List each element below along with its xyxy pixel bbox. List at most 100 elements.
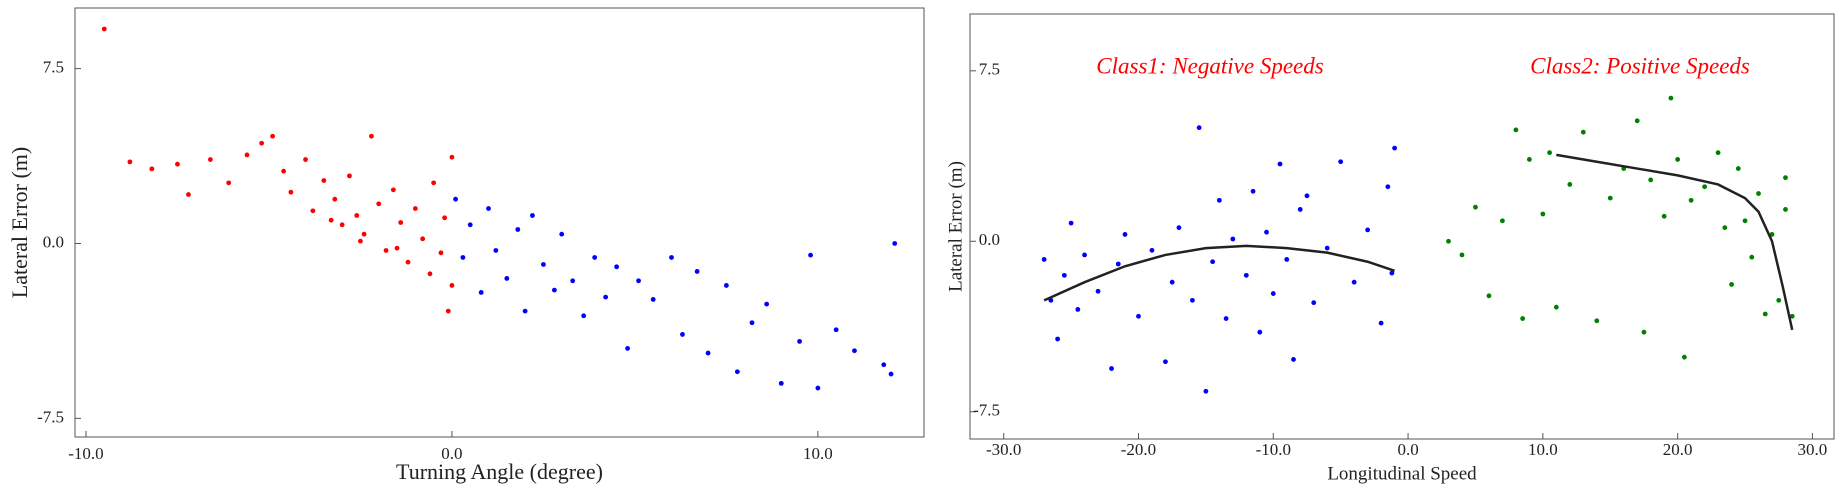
point — [1082, 252, 1087, 258]
point — [445, 308, 451, 314]
annotation: Class2: Positive Speeds — [1530, 53, 1750, 78]
point — [1365, 227, 1371, 233]
point — [175, 161, 180, 167]
y-tick-label: 0.0 — [979, 230, 1000, 249]
point — [442, 215, 448, 221]
y-tick-label: 7.5 — [979, 60, 1000, 79]
point — [764, 301, 770, 307]
point — [1756, 191, 1761, 196]
point — [881, 362, 887, 368]
fit-line — [1043, 244, 1395, 302]
point — [614, 264, 620, 270]
x-axis-label: Longitudinal Speed — [1327, 463, 1477, 484]
point — [383, 248, 389, 253]
point — [1210, 259, 1216, 265]
point — [1304, 193, 1310, 199]
point — [1190, 297, 1195, 303]
point — [1250, 188, 1256, 194]
point — [1230, 236, 1236, 242]
point — [892, 241, 898, 246]
y-tick-label: 0.0 — [43, 232, 64, 251]
x-tick-label: 0.0 — [1397, 440, 1418, 459]
point — [1389, 270, 1395, 276]
x-tick-label: -30.0 — [986, 440, 1021, 459]
point — [1486, 293, 1492, 299]
point — [749, 320, 755, 326]
point — [734, 369, 740, 375]
point — [1520, 316, 1526, 321]
point — [186, 192, 191, 197]
point — [390, 187, 396, 193]
point — [332, 196, 338, 202]
point — [1257, 329, 1263, 335]
point — [358, 238, 363, 244]
point — [101, 26, 107, 32]
point — [1223, 316, 1229, 321]
point — [1068, 220, 1074, 226]
point — [1378, 320, 1384, 326]
point — [1055, 336, 1061, 342]
point — [1291, 357, 1296, 362]
point — [244, 152, 250, 158]
point — [1553, 304, 1559, 310]
point — [1567, 182, 1573, 187]
y-axis-label: Lateral Error (m) — [7, 147, 32, 298]
point — [1324, 245, 1330, 251]
point — [778, 380, 784, 386]
point — [797, 339, 802, 344]
point — [625, 346, 630, 351]
point — [303, 157, 308, 162]
point — [1264, 229, 1269, 235]
point — [354, 213, 360, 218]
x-tick-label: -10.0 — [1256, 440, 1291, 459]
point — [431, 180, 437, 186]
point — [467, 222, 473, 228]
fit-line — [1556, 153, 1794, 331]
point — [1681, 354, 1687, 360]
point — [1109, 366, 1114, 371]
point — [705, 350, 711, 356]
point — [1742, 218, 1748, 224]
point — [1634, 118, 1640, 124]
point — [1277, 161, 1283, 167]
x-tick-label: -20.0 — [1121, 440, 1156, 459]
point — [259, 140, 265, 146]
point — [1594, 318, 1600, 324]
point — [1776, 297, 1782, 303]
point — [478, 290, 484, 295]
point — [852, 348, 857, 354]
plot-frame — [969, 13, 1835, 440]
point — [636, 278, 641, 284]
point — [453, 196, 458, 202]
point — [310, 208, 316, 214]
point — [592, 255, 598, 260]
point — [1473, 204, 1478, 210]
point — [1661, 213, 1667, 219]
point — [669, 255, 674, 260]
point — [270, 133, 276, 139]
point — [1041, 257, 1047, 262]
point — [1203, 388, 1209, 394]
point — [412, 206, 418, 211]
point — [449, 283, 455, 288]
point — [1715, 150, 1721, 156]
point — [394, 245, 400, 251]
point — [1648, 177, 1654, 183]
point — [1762, 311, 1768, 317]
point — [1136, 313, 1141, 319]
point — [127, 159, 133, 165]
point — [1270, 291, 1276, 296]
point — [808, 252, 813, 258]
point — [1385, 184, 1391, 190]
point — [1641, 329, 1647, 335]
point — [1297, 207, 1303, 212]
point — [1729, 282, 1734, 287]
point — [581, 313, 587, 319]
point — [1061, 272, 1067, 278]
point — [1547, 150, 1552, 156]
point — [1196, 125, 1202, 131]
point — [1392, 145, 1397, 151]
point — [398, 220, 404, 225]
point — [208, 157, 213, 162]
